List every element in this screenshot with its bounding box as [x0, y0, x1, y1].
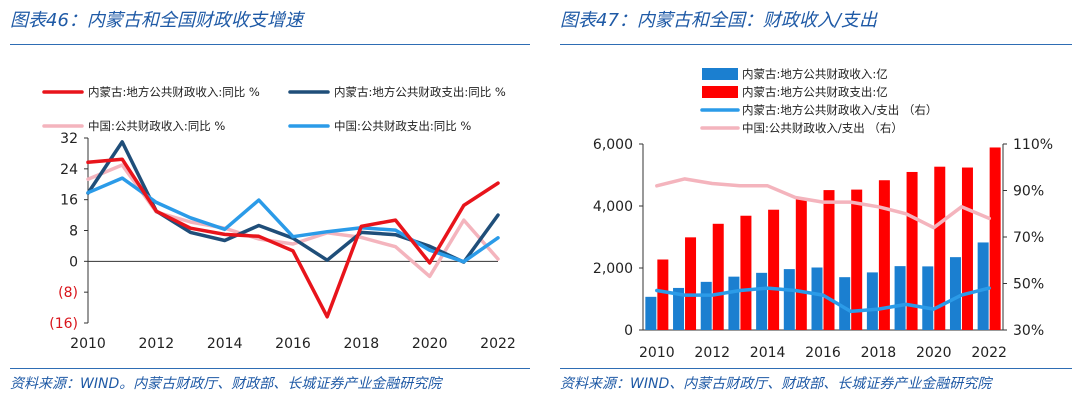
right-source-divider: [560, 368, 1072, 369]
bar-revenue-2020: [922, 266, 934, 330]
legend-label-1: 内蒙古:地方公共财政支出:同比 %: [334, 85, 506, 99]
y-tick-label-5: (8): [58, 285, 78, 301]
bar-expenditure-2010: [657, 259, 669, 330]
bar-revenue-2016: [811, 267, 823, 330]
y-tick-label-1: 24: [60, 162, 78, 178]
line-series-2: [86, 176, 500, 264]
ratio-line-0: [655, 286, 991, 314]
legend-label-3: 中国:公共财政收入/支出 （右）: [742, 121, 903, 135]
left-title-divider: [10, 44, 530, 45]
x-tick-label-6: 2022: [480, 336, 516, 352]
y-tick-label-0: 32: [60, 131, 78, 147]
bar-expenditure-2018: [878, 180, 890, 330]
x-tick-label-5: 2020: [916, 345, 952, 361]
bar-expenditure-2019: [906, 171, 918, 330]
y-tick-label-3: 8: [69, 224, 78, 240]
bar-expenditure-2017: [851, 189, 863, 330]
bar-revenue-2014: [756, 272, 768, 330]
bar-revenue-2022: [977, 242, 989, 330]
bar-revenue-2011: [673, 287, 685, 330]
y-tick-label-6: (16): [49, 316, 78, 332]
bar-revenue-2010: [645, 296, 657, 330]
legend-label-0: 内蒙古:地方公共财政收入:亿: [742, 67, 888, 81]
right-source-note: 资料来源：WIND、内蒙古财政厅、财政部、长城证券产业金融研究院: [560, 376, 992, 392]
x-tick-label-3: 2016: [805, 345, 841, 361]
legend-swatch-0: [702, 68, 738, 80]
y-tick-label-left-3: 6,000: [593, 137, 633, 153]
bar-revenue-2018: [866, 272, 878, 330]
bar-revenue-2021: [949, 257, 961, 330]
bar-revenue-2017: [839, 277, 851, 330]
x-tick-label-1: 2012: [694, 345, 730, 361]
legend-label-2: 中国:公共财政收入:同比 %: [88, 119, 225, 133]
bar-expenditure-2012: [712, 223, 724, 330]
bar-expenditure-2021: [961, 167, 973, 330]
ratio-line-1: [655, 177, 991, 230]
legend-label-0: 内蒙古:地方公共财政收入:同比 %: [88, 85, 260, 99]
x-tick-label-2: 2014: [750, 345, 786, 361]
left-source-divider: [10, 368, 530, 369]
legend-label-2: 内蒙古:地方公共财政收入/支出 （右）: [742, 103, 937, 117]
bar-revenue-2019: [894, 266, 906, 330]
legend-label-3: 中国:公共财政支出:同比 %: [334, 119, 471, 133]
bar-revenue-2015: [783, 269, 795, 330]
bar-expenditure-2016: [823, 190, 835, 330]
x-tick-label-4: 2018: [861, 345, 897, 361]
y-tick-label-left-0: 0: [624, 323, 633, 339]
y-tick-label-right-2: 70%: [1013, 230, 1044, 246]
legend-swatch-1: [702, 86, 738, 98]
y-tick-label-right-0: 30%: [1013, 323, 1044, 339]
bar-expenditure-2011: [685, 237, 697, 330]
y-tick-label-right-3: 90%: [1013, 184, 1044, 200]
y-tick-label-4: 0: [69, 254, 78, 270]
bar-revenue-2012: [700, 281, 712, 330]
bar-expenditure-2020: [934, 166, 946, 330]
left-chart-title: 图表46：内蒙古和全国财政收支增速: [10, 10, 303, 31]
bar-expenditure-2014: [768, 209, 780, 330]
x-tick-label-0: 2010: [70, 336, 106, 352]
y-tick-label-right-4: 110%: [1013, 137, 1053, 153]
y-tick-label-left-2: 4,000: [593, 199, 633, 215]
x-tick-label-0: 2010: [639, 345, 675, 361]
left-source-note: 资料来源：WIND。内蒙古财政厅、财政部、长城证券产业金融研究院: [10, 376, 442, 392]
legend-label-1: 内蒙古:地方公共财政支出:亿: [742, 85, 888, 99]
x-tick-label-4: 2018: [344, 336, 380, 352]
right-title-divider: [560, 44, 1072, 45]
bar-revenue-2013: [728, 276, 740, 330]
right-chart-title: 图表47：内蒙古和全国：财政收入/支出: [560, 10, 877, 31]
y-tick-label-right-1: 50%: [1013, 277, 1044, 293]
y-tick-label-left-1: 2,000: [593, 261, 633, 277]
y-tick-label-2: 16: [60, 193, 78, 209]
x-tick-label-1: 2012: [139, 336, 175, 352]
x-tick-label-6: 2022: [971, 345, 1007, 361]
x-tick-label-2: 2014: [207, 336, 243, 352]
x-tick-label-5: 2020: [412, 336, 448, 352]
bar-expenditure-2022: [989, 147, 1001, 330]
line-series-3: [86, 157, 500, 319]
bar-expenditure-2015: [795, 198, 807, 330]
bar-expenditure-2013: [740, 215, 752, 330]
x-tick-label-3: 2016: [275, 336, 311, 352]
